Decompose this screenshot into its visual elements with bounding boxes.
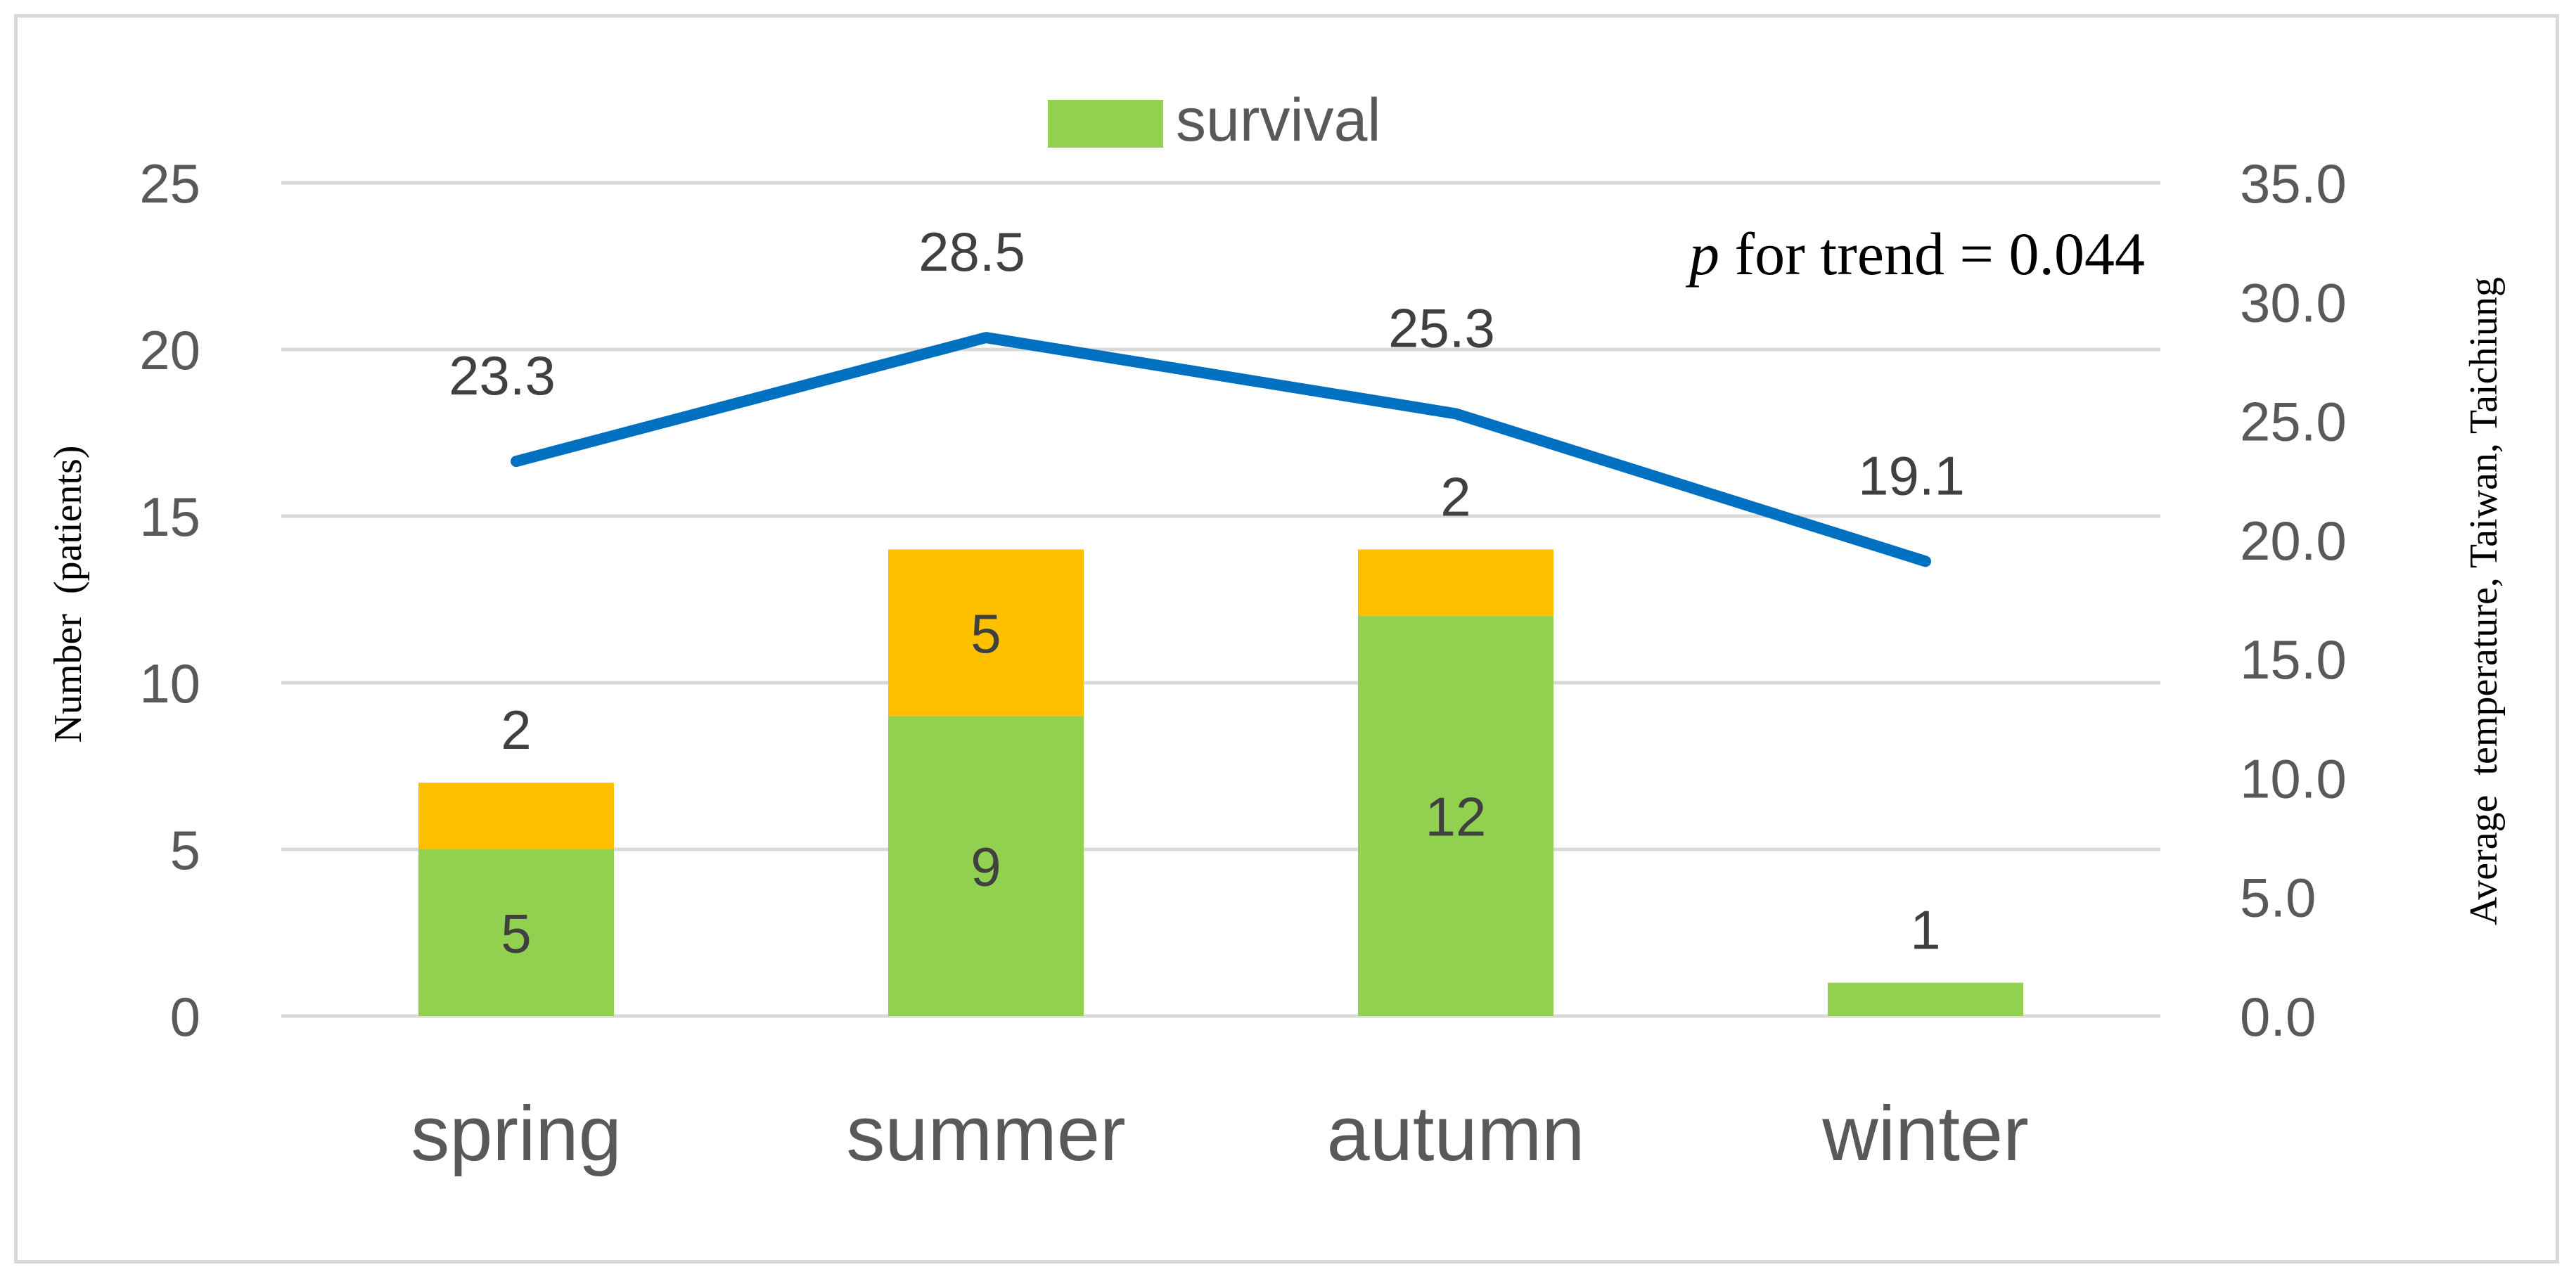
line-data-label: 28.5 — [918, 221, 1025, 283]
bar-segment — [888, 549, 1084, 716]
trend-text: for trend = 0.044 — [1719, 220, 2145, 288]
trend-annotation: p for trend = 0.044 — [1685, 220, 2145, 288]
bar-data-label: 1 — [1910, 899, 1940, 961]
chart-frame — [14, 14, 2559, 1264]
line-data-label: 25.3 — [1388, 297, 1495, 359]
category-label: autumn — [1327, 1091, 1585, 1177]
bar-data-label: 5 — [970, 603, 1001, 664]
trend-p-italic: p — [1685, 220, 1719, 288]
category-label: spring — [411, 1091, 622, 1177]
category-labels: spring summer autumn winter — [411, 1091, 2029, 1177]
category-label: winter — [1821, 1091, 2028, 1177]
right-tick-label: 25.0 — [2240, 391, 2347, 453]
left-tick-label: 5 — [170, 819, 200, 881]
left-tick-label: 15 — [139, 486, 200, 548]
bar-data-label: 12 — [1425, 786, 1487, 848]
right-tick-label: 5.0 — [2240, 867, 2316, 929]
left-tick-label: 10 — [139, 653, 200, 714]
y-axis-right-label: Average temperature, Taiwan, Taichiung — [2462, 277, 2506, 925]
right-tick-label: 10.0 — [2240, 747, 2347, 809]
legend-label-survival: survival — [1176, 86, 1381, 154]
bar-segment — [888, 716, 1084, 1016]
bar-data-label: 2 — [501, 699, 531, 761]
right-tick-label: 30.0 — [2240, 271, 2347, 333]
legend: survival — [1048, 86, 1381, 154]
bar-data-label: 9 — [970, 836, 1001, 898]
bar-segment — [418, 849, 614, 1016]
right-axis-ticks: 0.0 5.0 10.0 15.0 20.0 25.0 30.0 35.0 — [2240, 153, 2347, 1048]
bar-segment — [1828, 982, 2023, 1016]
bar-data-label: 5 — [501, 903, 531, 965]
line-data-label: 23.3 — [449, 345, 556, 406]
left-tick-label: 25 — [139, 153, 200, 214]
line-series: 23.3 28.5 25.3 19.1 — [449, 221, 1965, 567]
category-label: summer — [846, 1091, 1125, 1177]
left-axis-ticks: 0 5 10 15 20 25 — [139, 153, 200, 1048]
bar-segment — [1358, 616, 1553, 1016]
right-tick-label: 0.0 — [2240, 986, 2316, 1048]
left-tick-label: 0 — [170, 986, 200, 1048]
right-tick-label: 15.0 — [2240, 629, 2347, 690]
right-tick-label: 20.0 — [2240, 510, 2347, 572]
bar-labels: 5 2 9 5 12 2 1 — [501, 465, 1940, 964]
line-data-label: 19.1 — [1858, 444, 1965, 506]
left-tick-label: 20 — [139, 319, 200, 381]
bars — [418, 549, 2023, 1016]
bar-data-label: 2 — [1440, 465, 1470, 527]
temperature-line — [511, 332, 1931, 567]
bar-segment — [1358, 549, 1553, 617]
bar-segment — [418, 783, 614, 849]
right-tick-label: 35.0 — [2240, 153, 2347, 214]
legend-swatch-survival — [1048, 100, 1163, 148]
y-axis-left-label: Number (patients) — [46, 446, 90, 743]
